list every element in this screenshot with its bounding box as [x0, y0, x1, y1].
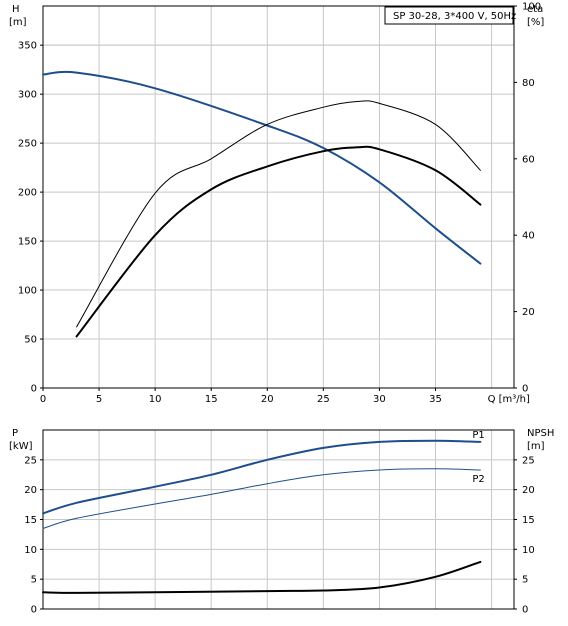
left-tick-label: 0 — [31, 605, 37, 616]
x-tick-label: 10 — [149, 394, 162, 405]
x-tick-label: 20 — [261, 394, 274, 405]
left-tick-label: 20 — [24, 485, 37, 496]
x-tick-label: 15 — [205, 394, 218, 405]
right-tick-label: 20 — [522, 307, 535, 318]
left-axis-unit: [kW] — [9, 441, 33, 452]
right-axis-label: eta — [527, 4, 543, 15]
right-tick-label: 10 — [522, 545, 535, 556]
right-tick-label: 80 — [522, 78, 535, 89]
right-tick-label: 0 — [522, 605, 528, 616]
x-axis-label: Q [m³/h] — [488, 394, 530, 405]
x-tick-label: 35 — [429, 394, 442, 405]
left-axis-unit: [m] — [9, 17, 27, 28]
right-tick-label: 20 — [522, 485, 535, 496]
left-tick-label: 300 — [18, 90, 37, 101]
right-tick-label: 100 — [522, 2, 541, 13]
left-axis-label: H — [12, 4, 20, 15]
grid-1 — [43, 6, 514, 388]
right-tick-label: 40 — [522, 231, 535, 242]
right-axis-unit: [%] — [527, 17, 544, 28]
left-tick-label: 25 — [24, 455, 37, 466]
chart-title: SP 30-28, 3*400 V, 50Hz — [393, 11, 516, 22]
left-tick-label: 250 — [18, 139, 37, 150]
left-tick-label: 350 — [18, 41, 37, 52]
right-tick-label: 60 — [522, 154, 535, 165]
right-tick-label: 25 — [522, 455, 535, 466]
series-line-2-2 — [42, 468, 481, 529]
x-tick-label: 25 — [317, 394, 330, 405]
series-line-1-2 — [76, 100, 481, 328]
left-tick-label: 100 — [18, 286, 37, 297]
series-line-2-3 — [42, 560, 482, 594]
chart-title-box — [384, 6, 514, 25]
grid-2 — [43, 430, 514, 609]
left-axis-label: P — [12, 428, 18, 439]
right-tick-label: 0 — [522, 384, 528, 395]
x-tick-label: 0 — [40, 394, 46, 405]
series-label-p2: P2 — [472, 474, 484, 485]
right-tick-label: 5 — [522, 575, 528, 586]
left-tick-label: 50 — [24, 335, 37, 346]
x-tick-label: 5 — [96, 394, 102, 405]
right-axis-unit: [m] — [527, 441, 545, 452]
left-tick-label: 0 — [31, 384, 37, 395]
series-label-p1: P1 — [472, 430, 484, 441]
left-tick-label: 10 — [24, 545, 37, 556]
left-tick-label: 150 — [18, 237, 37, 248]
plot-frame-1 — [42, 5, 515, 389]
left-tick-label: 200 — [18, 188, 37, 199]
x-tick-label: 30 — [373, 394, 386, 405]
series-line-1-1 — [42, 70, 482, 265]
series-line-1-3 — [75, 145, 482, 338]
right-tick-label: 15 — [522, 515, 535, 526]
left-tick-label: 15 — [24, 515, 37, 526]
series-line-2-1 — [42, 439, 482, 515]
right-axis-label: NPSH — [527, 428, 554, 439]
left-tick-label: 5 — [31, 575, 37, 586]
